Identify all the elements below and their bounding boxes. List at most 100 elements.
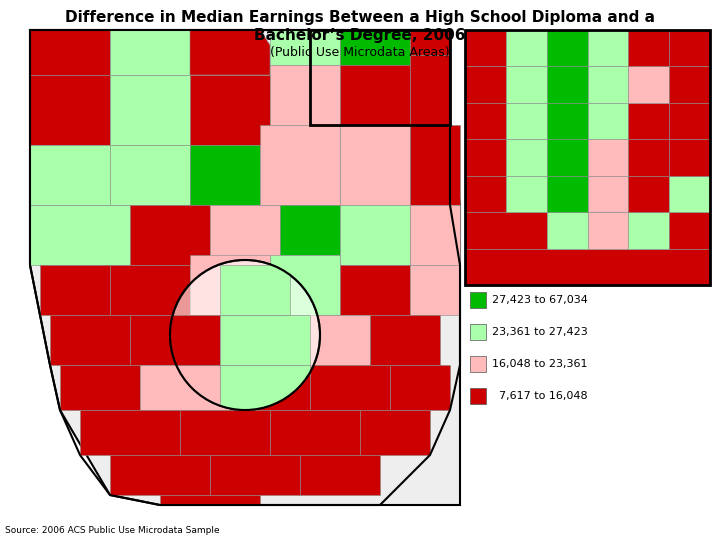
Bar [506,30,546,66]
Polygon shape [220,365,310,410]
Bar [546,139,588,176]
Polygon shape [410,125,460,205]
Bar [465,103,506,139]
Circle shape [170,260,320,410]
Polygon shape [300,455,380,495]
Bar [629,139,669,176]
Bar [506,176,546,212]
Polygon shape [270,30,340,65]
Bar [546,66,588,103]
Bar [669,103,710,139]
Polygon shape [210,205,280,265]
Bar [465,30,506,66]
Polygon shape [130,315,210,365]
Polygon shape [410,265,460,315]
Bar [588,30,629,66]
Bar [629,176,669,212]
Text: 23,361 to 27,423: 23,361 to 27,423 [492,327,588,337]
Polygon shape [50,315,130,365]
Polygon shape [340,265,410,315]
Polygon shape [390,365,450,410]
Bar [588,66,629,103]
Bar [629,30,669,66]
Bar [546,212,588,248]
Bar [669,139,710,176]
Polygon shape [80,410,180,455]
Polygon shape [190,75,270,145]
Polygon shape [410,55,450,125]
Bar [506,139,546,176]
Polygon shape [30,205,130,265]
Bar [669,66,710,103]
Bar [470,388,486,404]
Polygon shape [340,205,410,265]
Polygon shape [130,365,220,410]
Polygon shape [310,365,390,410]
Polygon shape [110,75,190,145]
Polygon shape [340,65,410,125]
Bar [588,103,629,139]
Polygon shape [210,455,300,495]
Polygon shape [190,255,270,315]
Bar [506,66,546,103]
Bar [470,356,486,372]
Text: 16,048 to 23,361: 16,048 to 23,361 [492,359,588,369]
Bar [465,248,710,285]
Polygon shape [220,265,290,315]
Polygon shape [130,205,210,265]
Bar [588,139,629,176]
Polygon shape [260,125,340,205]
Bar [506,103,546,139]
Polygon shape [30,145,110,205]
Polygon shape [130,315,220,365]
Bar [546,30,588,66]
Polygon shape [340,30,410,65]
Text: Difference in Median Earnings Between a High School Diploma and a: Difference in Median Earnings Between a … [65,10,655,25]
Polygon shape [210,315,290,365]
Bar [669,212,710,248]
Bar [546,103,588,139]
Bar [669,30,710,66]
Text: (Public Use Microdata Areas): (Public Use Microdata Areas) [270,46,450,59]
Polygon shape [30,30,460,505]
Bar [470,324,486,340]
Polygon shape [340,125,410,205]
Polygon shape [410,205,460,265]
Polygon shape [30,75,110,145]
Text: 7,617 to 16,048: 7,617 to 16,048 [492,391,588,401]
Polygon shape [30,30,110,75]
Bar [465,176,506,212]
Polygon shape [290,315,370,365]
Polygon shape [190,145,260,205]
Polygon shape [140,365,230,410]
Polygon shape [190,30,270,75]
Text: Source: 2006 ACS Public Use Microdata Sample: Source: 2006 ACS Public Use Microdata Sa… [5,526,220,535]
Bar [310,30,450,125]
Polygon shape [230,365,310,410]
Bar [629,212,669,248]
Polygon shape [60,365,140,410]
Polygon shape [110,30,190,75]
Bar [465,30,710,285]
Polygon shape [270,410,360,455]
Polygon shape [110,265,190,315]
Polygon shape [280,205,340,255]
Bar [465,212,546,248]
Bar [588,176,629,212]
Text: 27,423 to 67,034: 27,423 to 67,034 [492,295,588,305]
Polygon shape [40,265,110,315]
Bar [470,292,486,308]
Bar [629,66,669,103]
Polygon shape [270,65,340,125]
Bar [588,212,629,248]
Polygon shape [180,410,270,455]
Polygon shape [110,455,210,495]
Polygon shape [410,30,450,55]
Bar [629,103,669,139]
Bar [465,66,506,103]
Polygon shape [270,255,340,315]
Bar [465,139,506,176]
Text: Bachelor’s Degree, 2006: Bachelor’s Degree, 2006 [254,28,466,43]
Bar [465,30,710,285]
Bar [669,176,710,212]
